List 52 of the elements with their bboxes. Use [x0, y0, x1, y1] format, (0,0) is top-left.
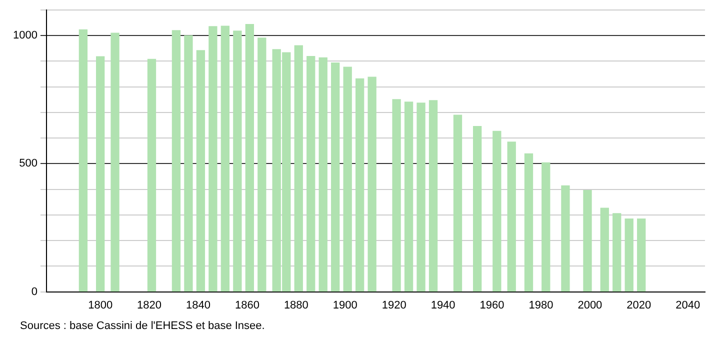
bar [368, 76, 376, 292]
bar [612, 213, 622, 292]
bar [524, 153, 534, 292]
x-tick-label: 1940 [430, 299, 456, 312]
bar [492, 130, 502, 292]
bar [416, 102, 426, 292]
x-tick-label: 1800 [88, 299, 113, 312]
bar [172, 30, 181, 292]
bar [583, 190, 592, 292]
x-tick-label: 1900 [332, 299, 358, 312]
bar [78, 29, 88, 292]
bar [355, 78, 364, 292]
source-note: Sources : base Cassini de l'EHESS et base Insee. [20, 320, 265, 332]
x-tick-label: 1980 [528, 299, 554, 312]
bar [196, 50, 206, 292]
bar [245, 24, 254, 292]
bar [306, 56, 316, 292]
x-tick-label: 2020 [626, 299, 652, 312]
x-tick-label: 1860 [234, 299, 260, 312]
bar [258, 38, 266, 292]
bar [453, 114, 462, 292]
bar [392, 99, 401, 292]
bar [561, 185, 570, 292]
bar [294, 45, 303, 292]
x-tick-label: 1820 [137, 299, 162, 312]
bar [600, 208, 609, 292]
x-tick-label: 2000 [578, 299, 602, 312]
y-tick-label: 500 [19, 158, 38, 170]
x-tick-label: 1920 [382, 299, 406, 312]
y-tick-label: 1000 [12, 30, 38, 42]
bar [473, 126, 482, 292]
bar [428, 100, 438, 292]
bar [331, 62, 340, 292]
x-tick-label: 1880 [284, 299, 308, 312]
bar [624, 218, 634, 292]
bar [343, 66, 352, 292]
bar [233, 30, 242, 292]
x-tick-label: 2040 [676, 299, 700, 312]
bar [147, 58, 156, 292]
bar [507, 142, 516, 292]
y-tick-label: 0 [31, 286, 38, 298]
bar [110, 32, 120, 292]
bar [318, 57, 328, 292]
bar [220, 26, 230, 292]
bar [637, 218, 646, 292]
x-tick-label: 1960 [480, 299, 504, 312]
bar [404, 102, 414, 292]
bar [184, 35, 193, 292]
bar [96, 56, 105, 292]
bar [208, 26, 218, 292]
bar [542, 162, 550, 292]
x-tick-label: 1840 [186, 299, 210, 312]
